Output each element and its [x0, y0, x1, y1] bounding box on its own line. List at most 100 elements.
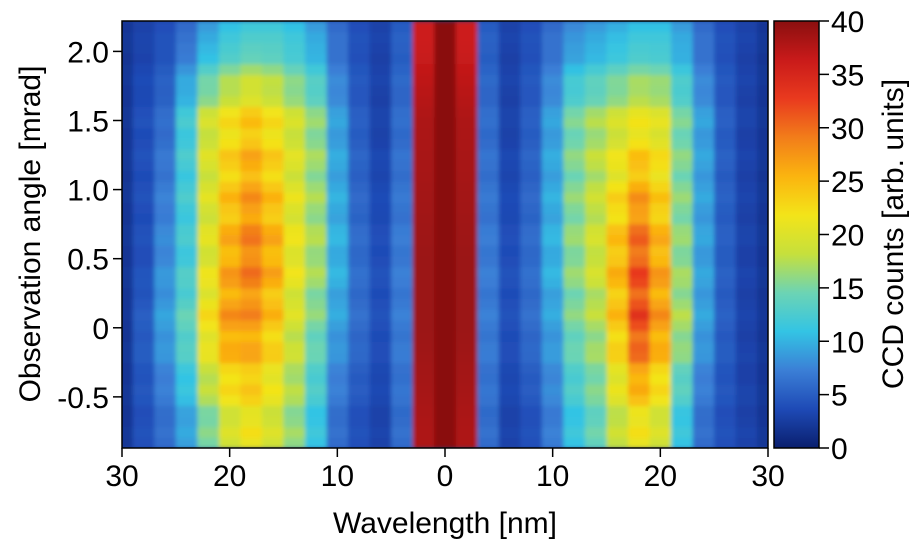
heatmap-cell: [412, 42, 435, 54]
heatmap-cell: [671, 383, 694, 396]
heatmap-cell: [218, 85, 242, 97]
heatmap-cell: [240, 362, 263, 374]
heatmap-cell: [455, 298, 478, 310]
heatmap-cell: [218, 341, 242, 353]
heatmap-cell: [692, 255, 715, 268]
heatmap-cell: [283, 437, 306, 448]
heatmap-cell: [369, 191, 392, 204]
heatmap-cell: [175, 213, 198, 225]
heatmap-cell: [218, 362, 242, 374]
heatmap-cell: [305, 223, 328, 236]
heatmap-cell: [369, 117, 392, 129]
heatmap-cell: [154, 319, 177, 332]
heatmap-cell: [412, 330, 435, 342]
heatmap-plot-area: [122, 21, 768, 448]
heatmap-cell: [735, 394, 758, 406]
heatmap-cell: [412, 85, 435, 97]
heatmap-cell: [175, 415, 198, 428]
heatmap-cell: [714, 106, 737, 118]
heatmap-cell: [218, 351, 242, 364]
heatmap-cell: [154, 202, 177, 214]
heatmap-cell: [218, 21, 242, 33]
heatmap-cell: [649, 383, 672, 396]
heatmap-cell: [122, 245, 134, 257]
heatmap-cell: [369, 394, 392, 406]
y-tick-label: 0: [92, 313, 109, 346]
heatmap-cell: [412, 202, 435, 214]
heatmap-cell: [197, 213, 220, 225]
heatmap-cell: [606, 309, 629, 321]
heatmap-cell: [541, 95, 565, 107]
heatmap-cell: [305, 351, 328, 364]
heatmap-cell: [283, 191, 306, 204]
heatmap-cell: [628, 74, 651, 86]
heatmap-cell: [348, 394, 371, 406]
heatmap-cell: [692, 117, 715, 129]
heatmap-cell: [348, 21, 371, 33]
heatmap-cell: [692, 266, 715, 278]
heatmap-cell: [305, 31, 328, 43]
heatmap-cell: [455, 138, 478, 150]
heatmap-cell: [649, 181, 672, 193]
heatmap-cell: [391, 21, 414, 33]
heatmap-cell: [283, 63, 306, 75]
heatmap-cell: [455, 373, 478, 385]
heatmap-cell: [628, 85, 651, 97]
colorbar-axis: 0 5 10 15 20 25 30 35 40: [819, 6, 864, 466]
heatmap-cell: [477, 351, 500, 364]
heatmap-cell: [122, 117, 134, 129]
heatmap-cell: [154, 287, 177, 300]
heatmap-cell: [197, 351, 220, 364]
heatmap-cell: [584, 42, 608, 54]
heatmap-cell: [175, 85, 198, 97]
heatmap-cell: [197, 117, 220, 129]
heatmap-cell: [541, 53, 565, 65]
heatmap-cell: [240, 149, 263, 161]
heatmap-cell: [735, 309, 758, 321]
heatmap-cell: [455, 255, 478, 268]
heatmap-cell: [326, 287, 349, 300]
heatmap-cell: [240, 287, 263, 300]
heatmap-cell: [197, 234, 220, 246]
heatmap-cell: [132, 383, 155, 396]
heatmap-cell: [455, 31, 478, 43]
heatmap-cell: [412, 53, 435, 65]
heatmap-cell: [369, 383, 392, 396]
heatmap-cell: [369, 223, 392, 236]
heatmap-cell: [757, 330, 768, 342]
heatmap-cell: [649, 95, 672, 107]
heatmap-cell: [369, 159, 392, 172]
heatmap-cell: [563, 373, 586, 385]
heatmap-cell: [434, 95, 457, 107]
heatmap-cell: [628, 341, 651, 353]
heatmap-cell: [649, 287, 672, 300]
heatmap-cell: [757, 149, 768, 161]
heatmap-cell: [348, 266, 371, 278]
heatmap-cell: [520, 319, 543, 332]
heatmap-cell: [757, 53, 768, 65]
heatmap-cell: [240, 298, 263, 310]
heatmap-cell: [283, 42, 306, 54]
heatmap-cell: [649, 330, 672, 342]
heatmap-cell: [218, 330, 242, 342]
heatmap-cell: [305, 266, 328, 278]
heatmap-cell: [132, 415, 155, 428]
heatmap-cell: [240, 266, 263, 278]
heatmap-cell: [520, 394, 543, 406]
heatmap-cell: [455, 330, 478, 342]
heatmap-cell: [283, 159, 306, 172]
heatmap-cell: [261, 127, 285, 140]
heatmap-cell: [175, 191, 198, 204]
heatmap-cell: [584, 394, 608, 406]
heatmap-cell: [434, 181, 457, 193]
heatmap-cell: [714, 21, 737, 33]
heatmap-cell: [628, 138, 651, 150]
heatmap-cell: [498, 202, 521, 214]
heatmap-cell: [692, 106, 715, 118]
heatmap-cell: [197, 362, 220, 374]
heatmap-cell: [455, 42, 478, 54]
heatmap-cell: [735, 42, 758, 54]
heatmap-cell: [348, 351, 371, 364]
heatmap-cell: [154, 341, 177, 353]
heatmap-cell: [628, 106, 651, 118]
